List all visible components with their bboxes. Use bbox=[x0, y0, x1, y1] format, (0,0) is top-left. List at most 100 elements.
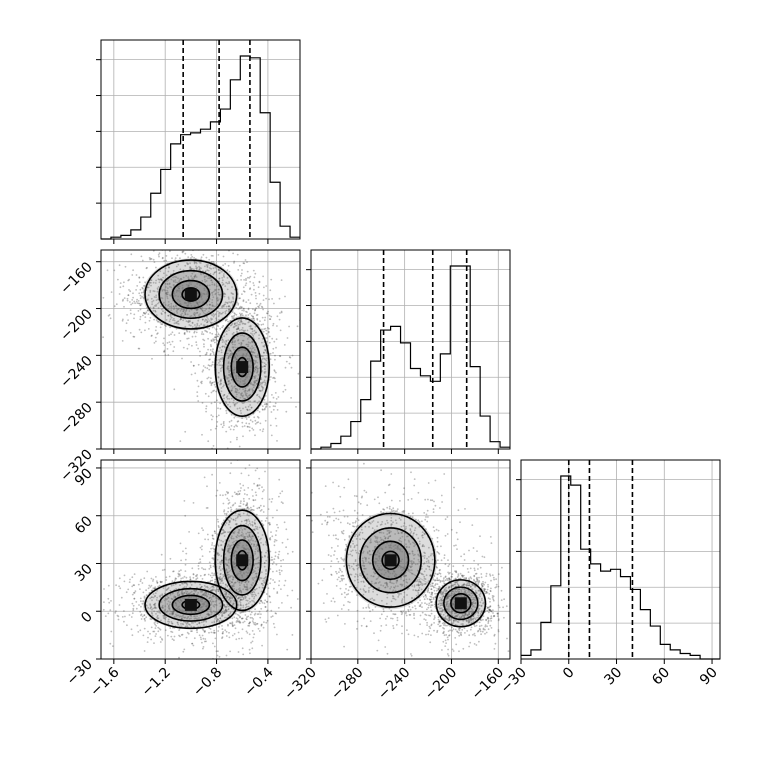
sample-point bbox=[187, 245, 189, 247]
sample-point bbox=[231, 304, 234, 307]
sample-point bbox=[187, 319, 190, 322]
sample-point bbox=[179, 542, 182, 545]
sample-point bbox=[202, 637, 205, 640]
sample-point bbox=[273, 544, 276, 547]
sample-point bbox=[144, 619, 147, 622]
sample-point bbox=[199, 561, 202, 563]
sample-point bbox=[228, 369, 231, 372]
sample-point bbox=[185, 592, 188, 594]
sample-point bbox=[233, 403, 236, 406]
sample-point bbox=[208, 258, 211, 261]
sample-point bbox=[356, 628, 358, 630]
sample-point bbox=[187, 320, 189, 323]
sample-point bbox=[258, 337, 260, 340]
sample-point bbox=[262, 308, 264, 311]
sample-point bbox=[149, 282, 151, 284]
sample-point bbox=[208, 597, 211, 600]
sample-point bbox=[269, 352, 272, 355]
sample-point bbox=[256, 379, 259, 382]
sample-point bbox=[235, 391, 238, 394]
sample-point bbox=[225, 402, 228, 404]
sample-point bbox=[255, 331, 257, 334]
sample-point bbox=[220, 544, 222, 547]
sample-point bbox=[163, 344, 166, 346]
sample-point bbox=[194, 275, 197, 277]
sample-point bbox=[223, 604, 226, 607]
sample-point bbox=[245, 520, 248, 523]
sample-point bbox=[228, 281, 231, 283]
sample-point bbox=[473, 617, 476, 619]
sample-point bbox=[102, 336, 104, 339]
sample-point bbox=[251, 577, 254, 579]
sample-point bbox=[252, 569, 255, 571]
sample-point bbox=[221, 345, 224, 348]
sample-point bbox=[199, 558, 202, 561]
sample-point bbox=[256, 322, 259, 325]
sample-point bbox=[220, 370, 222, 372]
sample-point bbox=[237, 339, 239, 342]
sample-point bbox=[251, 427, 254, 430]
sample-point bbox=[159, 270, 162, 273]
sample-point bbox=[228, 309, 231, 312]
sample-point bbox=[229, 612, 232, 615]
sample-point bbox=[128, 581, 131, 583]
sample-point bbox=[145, 589, 148, 592]
sample-point bbox=[139, 304, 142, 307]
sample-point bbox=[238, 342, 241, 345]
sample-point bbox=[260, 520, 263, 522]
sample-point bbox=[409, 552, 411, 555]
sample-point bbox=[247, 389, 250, 391]
sample-point bbox=[157, 626, 160, 629]
sample-point bbox=[473, 575, 476, 578]
sample-point bbox=[151, 243, 153, 245]
sample-point bbox=[185, 320, 188, 323]
sample-point bbox=[487, 619, 490, 622]
sample-point bbox=[232, 576, 235, 579]
sample-point bbox=[152, 309, 155, 312]
sample-point bbox=[234, 313, 236, 315]
sample-point bbox=[222, 574, 225, 576]
sample-point bbox=[376, 577, 379, 580]
sample-point bbox=[263, 349, 266, 351]
sample-point bbox=[152, 281, 155, 284]
sample-point bbox=[166, 594, 169, 597]
sample-point bbox=[248, 389, 251, 392]
sample-point bbox=[187, 632, 190, 635]
sample-point bbox=[261, 381, 263, 384]
sample-point bbox=[253, 380, 256, 382]
sample-point bbox=[247, 539, 250, 542]
sample-point bbox=[196, 615, 198, 618]
sample-point bbox=[290, 366, 293, 369]
sample-point bbox=[233, 616, 236, 619]
sample-point bbox=[392, 597, 394, 600]
sample-point bbox=[264, 370, 267, 373]
sample-point bbox=[212, 273, 215, 276]
sample-point bbox=[464, 590, 467, 593]
sample-point bbox=[172, 276, 175, 279]
sample-point bbox=[216, 303, 219, 306]
sample-point bbox=[168, 266, 170, 268]
sample-point bbox=[270, 556, 273, 559]
sample-point bbox=[207, 264, 209, 266]
sample-point bbox=[123, 580, 126, 583]
sample-point bbox=[254, 491, 257, 494]
sample-point bbox=[245, 422, 248, 425]
sample-point bbox=[203, 275, 206, 278]
sample-point bbox=[225, 401, 227, 403]
sample-point bbox=[247, 341, 250, 344]
sample-point bbox=[264, 376, 267, 379]
sample-point bbox=[424, 518, 427, 521]
sample-point bbox=[246, 261, 248, 263]
sample-point bbox=[235, 594, 238, 596]
sample-point bbox=[155, 607, 158, 609]
sample-point bbox=[222, 311, 224, 314]
sample-point bbox=[232, 331, 235, 334]
sample-point bbox=[217, 544, 220, 547]
sample-point bbox=[252, 499, 255, 501]
sample-point bbox=[183, 592, 186, 594]
sample-point bbox=[243, 323, 246, 325]
sample-point bbox=[204, 320, 206, 322]
sample-point bbox=[245, 314, 247, 317]
sample-point bbox=[207, 376, 210, 379]
sample-point bbox=[423, 551, 425, 554]
